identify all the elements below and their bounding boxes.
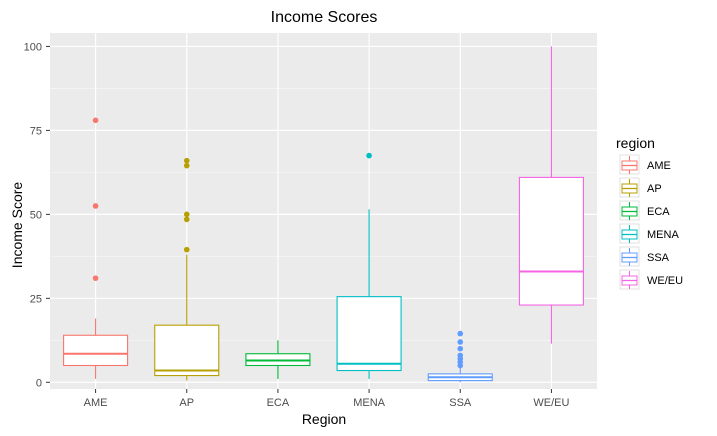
- iqr-box: [518, 176, 584, 306]
- iqr-box: [154, 324, 220, 377]
- box-eca: [245, 340, 311, 379]
- y-tick-label: 100: [24, 41, 42, 53]
- legend-label: AP: [647, 183, 662, 195]
- legend-label: AME: [647, 160, 671, 172]
- axis-layer: 0 25 50 75 100 AME AP ECA MENA SSA WE/EU: [24, 41, 570, 409]
- outlier-point: [92, 275, 99, 281]
- outlier-point: [92, 203, 99, 209]
- outlier-point: [183, 162, 190, 169]
- iqr-box: [63, 334, 129, 367]
- legend-layer: AME AP ECA MENA SSA WE/EU: [619, 154, 683, 290]
- box-ap: [154, 157, 220, 381]
- x-tick-label: AP: [179, 397, 194, 409]
- legend-label: ECA: [647, 206, 670, 218]
- box-we-eu: [518, 46, 584, 344]
- x-tick-label: MENA: [353, 397, 385, 409]
- chart-title: Income Scores: [271, 9, 378, 26]
- legend-item-ame: AME: [619, 154, 671, 175]
- y-tick-label: 25: [30, 293, 42, 305]
- outlier-point: [457, 345, 464, 352]
- outlier-point: [183, 216, 190, 223]
- y-tick-label: 50: [30, 209, 42, 221]
- outlier-point: [183, 246, 190, 253]
- box-ame: [63, 117, 129, 379]
- legend-title: region: [616, 135, 655, 151]
- legend-label: MENA: [647, 229, 679, 241]
- box-layer: [63, 46, 584, 383]
- outlier-point: [366, 152, 372, 159]
- legend-item-eca: ECA: [619, 200, 670, 221]
- x-axis-title: Region: [302, 411, 346, 427]
- plot-panel-layer: [50, 33, 597, 389]
- y-axis-title: Income Score: [9, 182, 25, 269]
- outlier-point: [92, 117, 99, 124]
- x-tick-label: AME: [84, 397, 108, 409]
- outlier-point: [183, 211, 190, 218]
- y-tick-label: 75: [30, 125, 42, 137]
- x-tick-label: ECA: [267, 397, 290, 409]
- iqr-box: [336, 296, 402, 372]
- outlier-point: [457, 330, 464, 337]
- box-ssa: [427, 330, 493, 383]
- outlier-point: [183, 157, 190, 164]
- legend-item-ssa: SSA: [619, 246, 670, 267]
- legend-label: SSA: [647, 252, 670, 264]
- y-tick-label: 0: [36, 377, 42, 389]
- legend-item-ap: AP: [619, 177, 662, 198]
- box-mena: [336, 152, 402, 379]
- legend-label: WE/EU: [647, 275, 683, 287]
- legend-item-mena: MENA: [619, 223, 679, 244]
- x-tick-label: SSA: [449, 397, 472, 409]
- outlier-point: [457, 339, 464, 345]
- outlier-point: [457, 352, 464, 359]
- x-tick-label: WE/EU: [533, 397, 569, 409]
- plot-panel-background: [50, 33, 597, 389]
- legend-item-we-eu: WE/EU: [619, 269, 683, 290]
